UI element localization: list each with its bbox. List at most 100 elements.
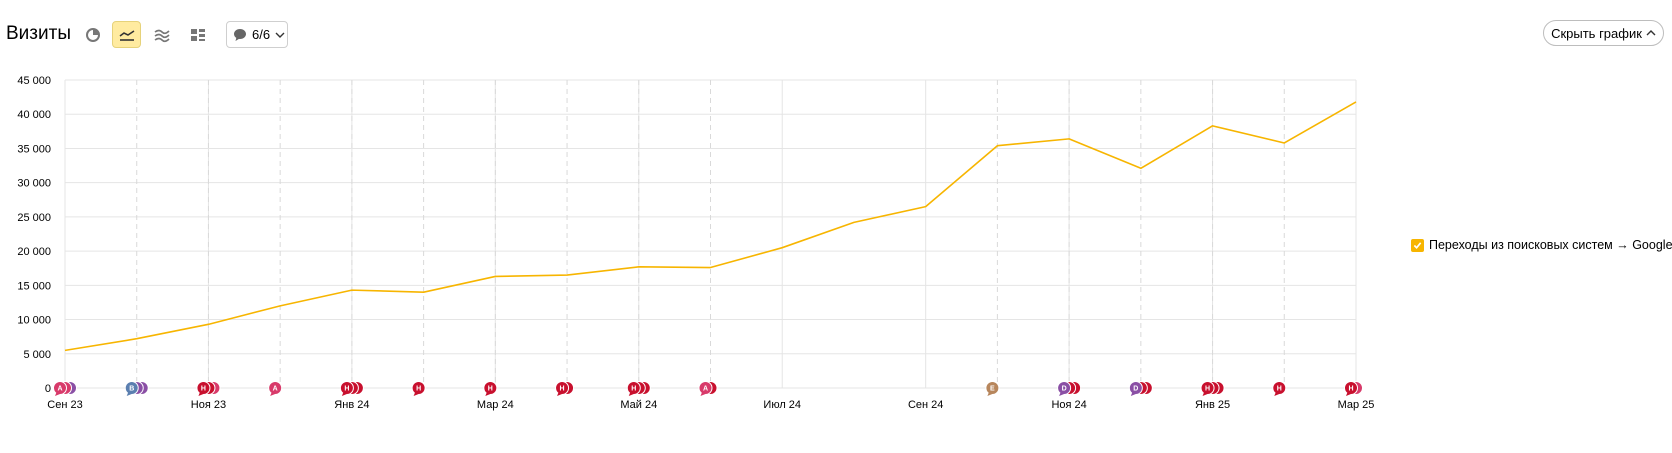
annotation-marker bbox=[268, 381, 283, 395]
annotation-marker-tail bbox=[1274, 391, 1280, 396]
hide-chart-button[interactable]: Скрыть график bbox=[1543, 20, 1664, 46]
x-tick-label: Сен 23 bbox=[47, 399, 82, 411]
annotation-marker-tail bbox=[1346, 391, 1351, 396]
x-tick-label: Мар 25 bbox=[1338, 399, 1375, 411]
annotation-marker-tail bbox=[126, 391, 132, 396]
pie-mode-button[interactable] bbox=[78, 21, 107, 48]
line-chart: 0 5 000 10 000 15 000 20 000 25 000 30 000 35 0… bbox=[17, 75, 1375, 411]
annotation-marker-letter: H bbox=[1348, 386, 1353, 393]
annotations-dropdown[interactable]: 6/6 bbox=[226, 21, 288, 48]
annotation-marker bbox=[339, 381, 354, 395]
annotation-marker-group: A bbox=[698, 381, 718, 396]
y-tick-label: 45 000 bbox=[17, 75, 51, 87]
annotation-marker-group: D bbox=[1128, 381, 1153, 396]
annotation-marker-tail bbox=[557, 391, 563, 396]
x-tick-label: Сен 24 bbox=[908, 399, 943, 411]
annotation-marker bbox=[124, 381, 139, 395]
chart-title: Визиты bbox=[6, 23, 71, 44]
annotation-marker bbox=[411, 381, 426, 395]
annotation-marker-group: H bbox=[339, 381, 364, 396]
legend-checkbox[interactable] bbox=[1411, 238, 1424, 252]
annotation-marker bbox=[483, 381, 498, 395]
annotation-marker bbox=[53, 381, 67, 395]
annotation-marker-group: H bbox=[1200, 381, 1225, 396]
area-chart-icon bbox=[154, 29, 170, 42]
annotation-marker-tail bbox=[1130, 391, 1136, 396]
y-tick-label: 35 000 bbox=[17, 143, 51, 155]
y-tick-label: 30 000 bbox=[17, 178, 51, 190]
annotation-marker-tail bbox=[1059, 391, 1065, 396]
annotation-marker-tail bbox=[700, 391, 706, 396]
chevron-up-icon bbox=[1646, 30, 1656, 36]
annotation-marker-tail bbox=[55, 391, 60, 396]
annotation-marker-group: H bbox=[483, 381, 498, 396]
annotation-marker-tail bbox=[485, 391, 491, 396]
annotation-marker-tail bbox=[341, 391, 347, 396]
annotation-marker-tail bbox=[270, 391, 276, 396]
annotation-marker-letter: H bbox=[416, 386, 421, 393]
y-tick-label: 40 000 bbox=[17, 109, 51, 121]
y-tick-label: 25 000 bbox=[17, 212, 51, 224]
y-tick-label: 20 000 bbox=[17, 246, 51, 258]
annotation-marker bbox=[626, 381, 641, 395]
annotation-marker-group: H bbox=[1272, 381, 1287, 396]
annotation-marker-letter: H bbox=[560, 386, 565, 393]
annotation-marker bbox=[1200, 381, 1215, 395]
annotation-marker-group: H bbox=[411, 381, 426, 396]
annotation-marker-tail bbox=[1202, 391, 1208, 396]
x-tick-label: Ноя 24 bbox=[1051, 399, 1086, 411]
annotations-count: 6/6 bbox=[252, 27, 271, 42]
annotation-marker-letter: H bbox=[344, 386, 349, 393]
annotation-marker-letter: A bbox=[273, 386, 278, 393]
grid-chart-icon bbox=[190, 28, 205, 41]
x-tick-label: Янв 25 bbox=[1195, 399, 1230, 411]
annotation-marker-letter: H bbox=[488, 386, 493, 393]
annotation-marker-letter: B bbox=[129, 386, 134, 393]
annotation-marker bbox=[555, 381, 570, 395]
annotation-marker-group: E bbox=[985, 381, 1000, 396]
x-tick-label: Ноя 23 bbox=[191, 399, 226, 411]
annotation-marker-tail bbox=[628, 391, 634, 396]
annotation-marker-tail bbox=[413, 391, 419, 396]
y-tick-label: 15 000 bbox=[17, 280, 51, 292]
annotation-marker-letter: E bbox=[990, 386, 995, 393]
annotation-marker-tail bbox=[987, 391, 993, 396]
annotation-marker-letter: H bbox=[201, 386, 206, 393]
x-tick-label: Июл 24 bbox=[763, 399, 801, 411]
annotation-marker-tail bbox=[198, 391, 204, 396]
line-mode-button[interactable] bbox=[112, 21, 141, 48]
annotation-marker-letter: A bbox=[57, 386, 62, 393]
annotation-marker-letter: H bbox=[631, 386, 636, 393]
area-mode-button[interactable] bbox=[147, 21, 176, 48]
annotation-marker bbox=[1128, 381, 1143, 395]
speech-bubble-icon bbox=[234, 28, 246, 41]
annotation-marker-group: H bbox=[1344, 381, 1363, 396]
annotation-marker bbox=[1344, 381, 1358, 395]
annotation-marker-letter: H bbox=[1277, 386, 1282, 393]
annotation-marker-group: A bbox=[53, 381, 77, 396]
y-tick-label: 0 bbox=[45, 383, 51, 395]
annotation-marker-group: B bbox=[124, 381, 149, 396]
annotation-marker bbox=[1272, 381, 1287, 395]
y-tick-label: 10 000 bbox=[17, 315, 51, 327]
grid bbox=[64, 79, 1357, 389]
annotation-marker-letter: D bbox=[1133, 386, 1138, 393]
annotation-marker-letter: A bbox=[703, 386, 708, 393]
annotation-marker-group: D bbox=[1057, 381, 1082, 396]
checkmark-icon bbox=[1413, 241, 1422, 249]
annotation-marker bbox=[985, 381, 1000, 395]
series-line bbox=[64, 101, 1357, 352]
annotation-marker bbox=[1057, 381, 1072, 395]
y-tick-label: 5 000 bbox=[23, 349, 51, 361]
hide-chart-label: Скрыть график bbox=[1551, 25, 1642, 41]
chart-toolbar: Визиты 6/6 bbox=[0, 0, 1672, 70]
pie-chart-icon bbox=[85, 27, 100, 42]
chart-legend: Переходы из поисковых систем → Google bbox=[1411, 237, 1672, 253]
line-chart-icon bbox=[119, 29, 134, 41]
annotation-marker bbox=[196, 381, 211, 395]
annotation-marker-group: H bbox=[555, 381, 575, 396]
annotation-marker-letter: H bbox=[1205, 386, 1210, 393]
legend-label: Переходы из поисковых систем → Google bbox=[1429, 238, 1672, 252]
annotation-marker-group: H bbox=[196, 381, 221, 396]
grid-mode-button[interactable] bbox=[183, 21, 212, 48]
